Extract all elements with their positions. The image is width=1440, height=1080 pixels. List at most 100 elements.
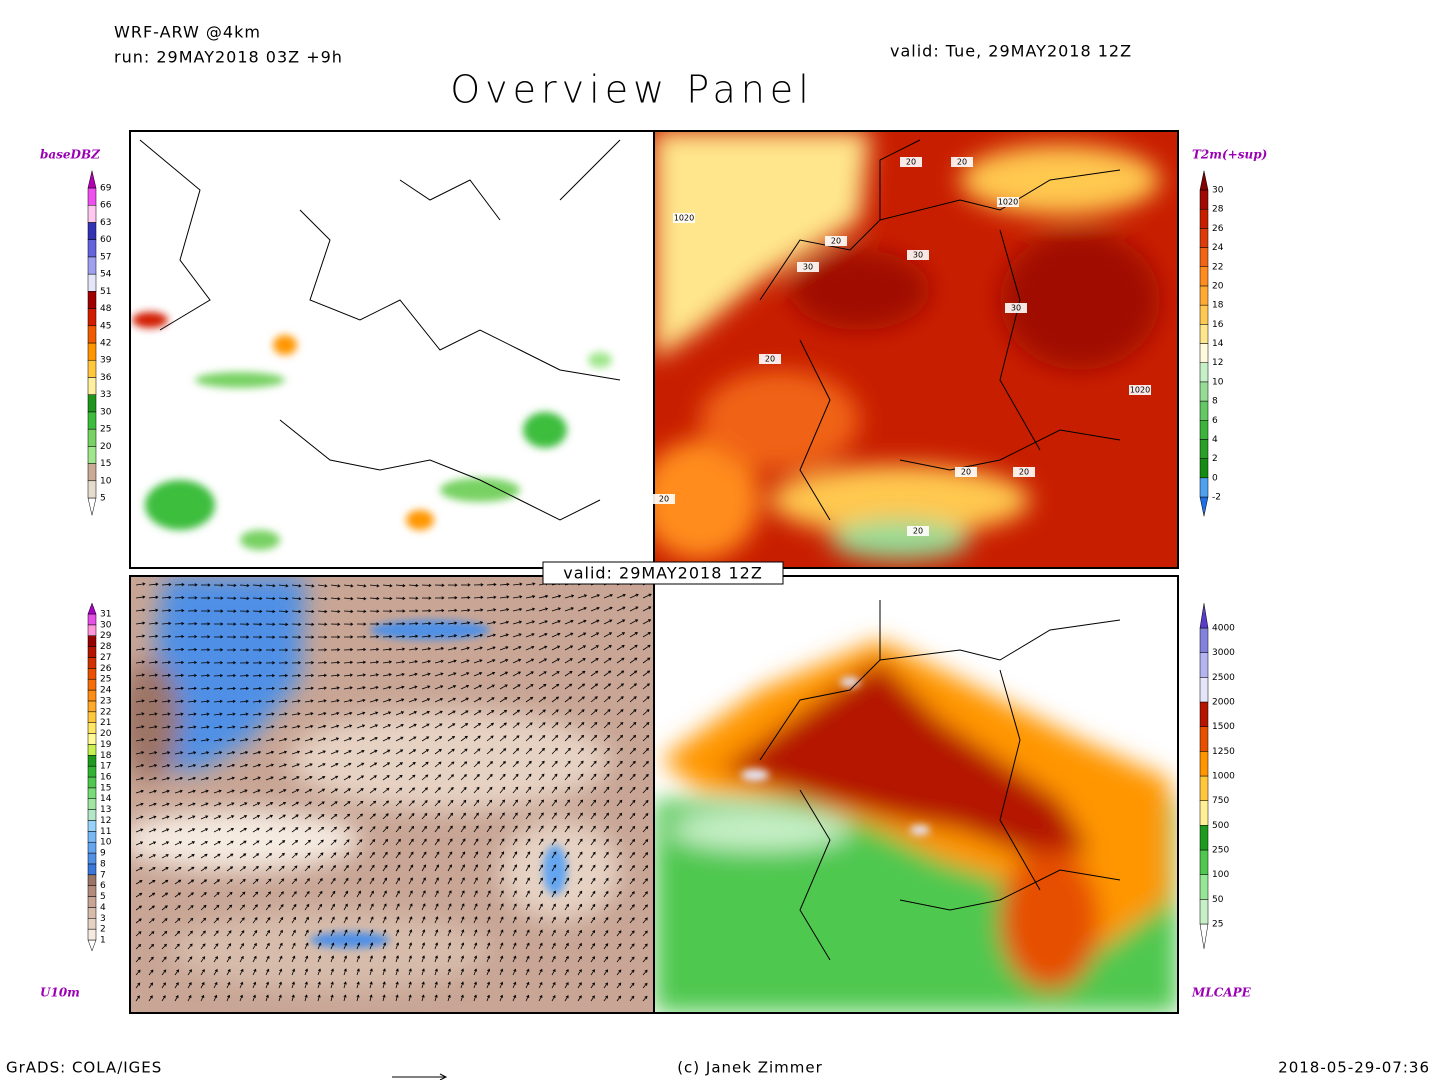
wind-arrow: [447, 825, 453, 833]
wind-arrow: [213, 686, 223, 691]
wind-arrow: [460, 621, 471, 625]
wind-arrow: [226, 968, 231, 976]
wind-arrow: [356, 673, 366, 677]
colorbar-swatch: [87, 668, 97, 680]
wind-arrow: [460, 799, 467, 807]
colorbar-label: 1000: [1212, 772, 1235, 782]
wind-arrow: [187, 943, 193, 950]
wind-arrow: [642, 644, 651, 651]
wind-arrow: [629, 696, 637, 703]
contour-label: 1020: [998, 198, 1018, 207]
wind-arrow: [382, 838, 389, 846]
wind-arrow: [551, 620, 561, 625]
wind-arrow: [590, 747, 597, 755]
wind-arrow: [447, 916, 452, 924]
wind-arrow: [512, 709, 521, 716]
wind-arrow: [278, 661, 289, 665]
wind-arrow: [434, 838, 440, 846]
wind-arrow: [226, 917, 232, 924]
wind-arrow: [239, 622, 250, 626]
wind-arrow: [512, 903, 517, 911]
wind-arrow: [148, 621, 159, 625]
wind-arrow: [642, 619, 652, 625]
wind-arrow: [174, 764, 184, 768]
wind-arrow: [265, 789, 274, 794]
wind-arrow: [538, 747, 545, 755]
wind-arrow: [304, 903, 310, 911]
wind-arrow: [135, 815, 144, 820]
wind-arrow: [135, 880, 143, 885]
wind-arrow: [421, 812, 428, 820]
wind-arrow: [473, 799, 480, 807]
wind-arrow: [590, 969, 595, 976]
wind-arrow: [135, 905, 143, 911]
wind-arrow: [564, 995, 569, 1002]
wind-arrow: [252, 674, 263, 678]
wind-arrow: [421, 672, 431, 677]
wind-arrow: [174, 892, 182, 898]
wind-arrow: [330, 994, 334, 1002]
wind-arrow: [551, 658, 560, 664]
colorbar-swatch: [1199, 247, 1209, 267]
wind-arrow: [525, 955, 530, 963]
wind-arrow: [512, 633, 522, 638]
wind-arrow: [135, 686, 145, 690]
wind-arrow: [226, 955, 231, 963]
wind-arrow: [421, 647, 432, 651]
wind-arrow: [616, 734, 624, 742]
wind-arrow: [343, 750, 352, 755]
contour-label-box: [825, 236, 847, 246]
wind-arrow: [356, 698, 366, 703]
wind-arrow: [473, 735, 481, 742]
wind-arrow: [148, 673, 159, 677]
wind-arrow: [213, 840, 221, 846]
wind-arrow: [447, 672, 457, 677]
wind-arrow: [642, 799, 649, 807]
wind-arrow: [538, 786, 545, 794]
wind-arrow: [447, 634, 458, 638]
wind-arrow: [343, 981, 347, 989]
wind-arrow: [161, 930, 168, 937]
wind-arrow: [174, 634, 185, 639]
wind-arrow: [330, 763, 339, 768]
wind-arrow: [525, 607, 536, 612]
wind-arrow: [486, 761, 494, 768]
wind-arrow: [538, 968, 543, 976]
wind-arrow: [434, 929, 439, 937]
colorbar-label: 1250: [1212, 747, 1235, 757]
wind-arrow: [200, 994, 205, 1002]
wind-arrow: [330, 609, 341, 614]
wind-arrow: [564, 812, 570, 820]
colorbar-swatch: [87, 841, 97, 854]
wind-arrow: [577, 916, 582, 924]
wind-arrow: [590, 799, 597, 807]
contour-label: 20: [913, 527, 923, 536]
wind-arrow: [590, 838, 596, 846]
wind-arrow: [356, 800, 364, 807]
wind-arrow: [343, 801, 351, 807]
wind-arrow: [330, 801, 338, 807]
wind-arrow: [291, 776, 300, 781]
wind-arrow: [434, 903, 439, 911]
wind-arrow: [525, 722, 533, 729]
wind-arrow: [265, 942, 270, 950]
wind-arrow: [395, 672, 405, 677]
wind-arrow: [395, 890, 400, 898]
wind-arrow: [382, 622, 393, 626]
wind-arrow: [551, 955, 556, 963]
wind-arrow: [447, 864, 452, 872]
wind-arrow: [356, 647, 367, 652]
wind-arrow: [512, 582, 523, 586]
wind-arrow: [369, 647, 380, 652]
wind-arrow: [421, 890, 426, 898]
wind-arrow: [291, 763, 300, 768]
wind-arrow: [538, 594, 549, 599]
wind-arrow: [356, 596, 367, 601]
wind-arrow: [564, 696, 572, 703]
wind-arrow: [135, 673, 145, 677]
colorbar-swatch: [87, 428, 97, 447]
wind-arrow: [642, 773, 649, 781]
wind-arrow: [551, 747, 558, 755]
wind-arrow: [460, 877, 465, 885]
wind-arrow: [213, 956, 218, 963]
